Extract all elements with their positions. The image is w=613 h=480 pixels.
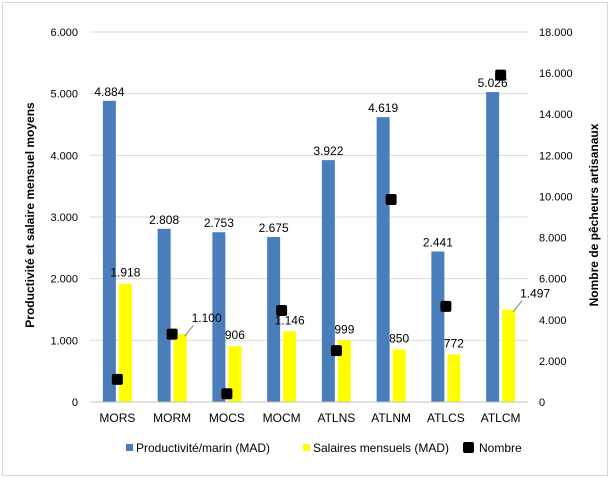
legend-label: Salaires mensuels (MAD) [313, 441, 449, 455]
bar-productivite [486, 92, 500, 403]
bar-salaires [118, 283, 132, 402]
y2-tick-label: 8.000 [539, 233, 567, 245]
marker-nombre [221, 388, 233, 400]
y2-tick-label: 2.000 [539, 356, 567, 368]
data-label-productivite: 4.619 [368, 101, 398, 115]
marker-nombre [385, 194, 397, 206]
data-label-salaires: 999 [334, 322, 354, 336]
marker-nombre [276, 305, 288, 317]
y-tick-label: 4.000 [50, 150, 78, 162]
data-label-salaires: 1.918 [110, 266, 140, 280]
bar-salaires [392, 349, 406, 402]
x-tick-label: MOCM [263, 411, 301, 425]
y-tick-label: 6.000 [50, 27, 78, 39]
x-tick-label: MORS [99, 411, 135, 425]
bar-productivite [431, 251, 445, 402]
data-label-productivite: 2.808 [149, 213, 179, 227]
marker-nombre [111, 373, 123, 385]
y2-tick-label: 12.000 [539, 150, 573, 162]
bar-salaires [283, 331, 297, 402]
y2-tick-label: 16.000 [539, 68, 573, 80]
y-tick-label: 1.000 [50, 335, 78, 347]
y2-tick-label: 14.000 [539, 109, 573, 121]
x-tick-label: ATLNS [317, 411, 355, 425]
bar-salaires [502, 309, 516, 402]
bar-productivite [321, 160, 335, 402]
data-label-productivite: 2.441 [423, 235, 453, 249]
y-tick-label: 2.000 [50, 274, 78, 286]
data-label-productivite: 3.922 [313, 144, 343, 158]
legend-label: Productivité/marin (MAD) [136, 441, 270, 455]
marker-nombre [330, 345, 342, 357]
axes: 0 1.000 2.000 3.000 4.000 5.000 6.000 0 2.000 4.0… [50, 27, 572, 425]
legend: Productivité/marin (MAD) Salaires mensuel… [126, 441, 522, 455]
bar-productivite [267, 237, 281, 402]
data-label-salaires: 772 [444, 336, 464, 350]
data-label-salaires: 906 [225, 328, 245, 342]
y-tick-label: 5.000 [50, 89, 78, 101]
y2-tick-label: 4.000 [539, 315, 567, 327]
data-label-productivite: 2.675 [259, 221, 289, 235]
data-label-salaires: 1.497 [520, 287, 550, 301]
marker-nombre [166, 328, 178, 340]
data-labels: 4.884 1.918 2.808 1.100 2.753 906 2.675 1.146 3.… [94, 76, 550, 350]
markers [111, 69, 507, 400]
data-label-productivite: 5.026 [478, 76, 508, 90]
bar-productivite [157, 228, 171, 402]
legend-label: Nombre [479, 441, 522, 455]
data-label-productivite: 4.884 [94, 85, 124, 99]
data-label-salaires: 1.100 [192, 311, 222, 325]
x-tick-label: ATLNM [371, 411, 411, 425]
marker-nombre [495, 69, 507, 81]
label-leader-line [512, 300, 523, 313]
bar-productivite [376, 117, 390, 402]
bars [102, 92, 516, 403]
bar-salaires [447, 354, 461, 402]
x-tick-label: ATLCS [427, 411, 465, 425]
y-axis-title: Productivité et salaire mensuel moyens [23, 102, 37, 328]
x-tick-label: MORM [153, 411, 191, 425]
data-label-salaires: 1.146 [275, 313, 305, 327]
legend-swatch [126, 444, 133, 451]
y2-tick-label: 18.000 [539, 27, 573, 39]
bar-salaires [337, 340, 351, 402]
y2-tick-label: 6.000 [539, 274, 567, 286]
legend-swatch [463, 442, 474, 453]
bar-productivite [212, 232, 226, 402]
y-tick-label: 3.000 [50, 212, 78, 224]
marker-nombre [440, 300, 452, 312]
x-tick-label: ATLCM [481, 411, 521, 425]
y2-tick-label: 0 [539, 397, 545, 409]
bar-productivite [102, 100, 116, 402]
y2-tick-label: 10.000 [539, 191, 573, 203]
bar-salaires [228, 346, 242, 402]
y-tick-label: 0 [72, 397, 78, 409]
bar-salaires [173, 334, 187, 402]
gridlines [90, 31, 528, 341]
x-tick-label: MOCS [209, 411, 245, 425]
label-leader-line [184, 324, 195, 337]
y2-axis-title: Nombre de pêcheurs artisanaux [587, 123, 601, 306]
legend-swatch [303, 444, 310, 451]
label-leader-lines [184, 300, 523, 337]
data-label-salaires: 850 [389, 332, 409, 346]
data-label-productivite: 2.753 [204, 216, 234, 230]
